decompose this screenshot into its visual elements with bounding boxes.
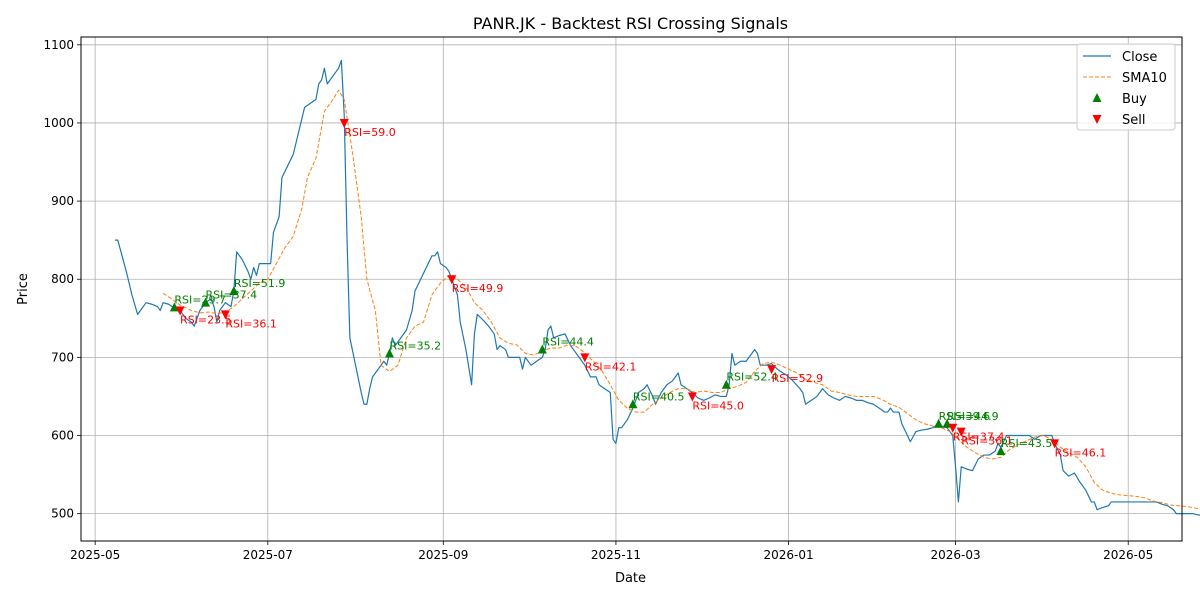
buy-signal-label: RSI=51.9	[234, 277, 286, 290]
sell-marker	[767, 365, 777, 375]
buy-signal-label: RSI=44.9	[947, 410, 999, 423]
x-tick-label: 2026-01	[764, 548, 814, 562]
buy-marker	[169, 302, 179, 312]
sell-marker	[948, 423, 958, 433]
close-line	[114, 59, 1200, 516]
x-axis-label: Date	[615, 571, 646, 586]
sell-signal-label: RSI=59.0	[344, 126, 396, 139]
legend-box	[1076, 43, 1176, 131]
legend-close-label: Close	[1122, 50, 1157, 65]
plot-frame	[80, 36, 1183, 542]
legend: Close SMA10 Buy Sell	[1076, 43, 1176, 131]
buy-signal-label: RSI=39.6	[939, 410, 991, 423]
sell-signal-label: RSI=42.1	[585, 360, 637, 373]
legend-buy-marker	[1092, 93, 1102, 102]
y-tick-label: 1000	[43, 116, 74, 130]
x-tick-label: 2025-07	[243, 548, 293, 562]
legend-sell-marker	[1092, 115, 1102, 124]
sell-signal-label: RSI=45.0	[692, 399, 744, 412]
sell-marker	[339, 118, 349, 128]
x-axis: 2025-05 2025-07 2025-09 2025-11 2026-01 2026-…	[70, 541, 1153, 562]
y-tick-label: 700	[51, 350, 74, 364]
sell-marker	[956, 427, 966, 437]
buy-marker	[996, 446, 1006, 456]
buy-signal-label: RSI=40.5	[633, 390, 685, 403]
x-tick-label: 2025-11	[591, 548, 641, 562]
x-tick-label: 2025-09	[418, 548, 468, 562]
sell-signal-label: RSI=23.5	[180, 313, 232, 326]
buy-marker	[721, 379, 731, 389]
sell-marker	[220, 310, 230, 320]
grid	[81, 37, 1182, 541]
buy-signal-label: RSI=29.7	[174, 293, 226, 306]
y-tick-label: 800	[51, 272, 74, 286]
x-tick-label: 2026-03	[931, 548, 981, 562]
y-tick-label: 500	[51, 507, 74, 521]
legend-sell-label: Sell	[1122, 113, 1145, 128]
buy-signal-label: RSI=35.2	[390, 339, 442, 352]
legend-buy-label: Buy	[1122, 92, 1147, 107]
buy-signal-label: RSI=44.4	[542, 336, 594, 349]
x-tick-label: 2025-05	[70, 548, 120, 562]
sell-signal-label: RSI=49.9	[452, 282, 504, 295]
y-axis-label: Price	[16, 273, 31, 305]
buy-signal-label: RSI=37.4	[206, 289, 258, 302]
legend-sma-label: SMA10	[1122, 71, 1167, 86]
y-axis: 500 600 700 800 900 1000 1100	[43, 38, 81, 521]
sell-marker	[580, 353, 590, 363]
sell-marker	[1050, 439, 1060, 449]
buy-signal-label: RSI=43.5	[1001, 437, 1053, 450]
buy-signal-label: RSI=52.4	[726, 371, 778, 384]
sell-signal-label: RSI=36.1	[225, 317, 277, 330]
y-tick-label: 600	[51, 429, 74, 443]
sell-signal-label: RSI=36.1	[961, 435, 1013, 448]
buy-marker	[229, 285, 239, 295]
y-tick-label: 1100	[43, 38, 74, 52]
signals-layer: RSI=29.7RSI=23.5RSI=37.4RSI=36.1RSI=51.9…	[169, 118, 1107, 459]
buy-marker	[385, 348, 395, 358]
x-tick-label: 2026-05	[1103, 548, 1153, 562]
buy-marker	[201, 297, 211, 307]
buy-marker	[628, 399, 638, 409]
sell-marker	[687, 392, 697, 402]
buy-marker	[934, 418, 944, 428]
y-tick-label: 900	[51, 194, 74, 208]
sell-marker	[175, 306, 185, 316]
sell-signal-label: RSI=52.9	[772, 372, 824, 385]
sell-signal-label: RSI=46.1	[1055, 446, 1107, 459]
chart-title: PANR.JK - Backtest RSI Crossing Signals	[473, 14, 788, 33]
sell-marker	[447, 275, 457, 285]
sell-signal-label: RSI=37.4	[953, 431, 1005, 444]
buy-marker	[537, 344, 547, 354]
